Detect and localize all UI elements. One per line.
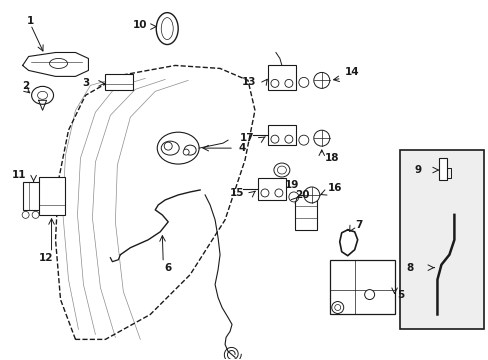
Bar [258,178,285,200]
Ellipse shape [313,72,329,88]
Text: 16: 16 [327,183,342,193]
Ellipse shape [273,163,289,177]
Ellipse shape [298,77,308,87]
Bar [399,150,483,329]
Circle shape [285,135,292,143]
Text: 6: 6 [164,263,171,273]
Circle shape [285,80,292,87]
Text: 8: 8 [406,263,413,273]
Ellipse shape [184,145,196,155]
Circle shape [183,149,189,155]
Bar [329,260,394,315]
Text: 19: 19 [285,180,299,190]
Ellipse shape [38,91,47,99]
Bar [267,125,295,145]
Text: 7: 7 [355,220,362,230]
Text: 9: 9 [414,165,421,175]
Ellipse shape [32,86,53,104]
Text: 1: 1 [27,15,34,26]
Circle shape [22,211,29,219]
Text: 14: 14 [344,67,359,77]
Text: 3: 3 [82,78,89,88]
Text: 15: 15 [229,188,244,198]
Circle shape [32,211,39,219]
Circle shape [274,189,283,197]
Polygon shape [22,53,88,76]
Bar [39,177,64,215]
Text: 2: 2 [22,81,29,91]
Text: 18: 18 [324,153,339,163]
Circle shape [364,289,374,300]
Ellipse shape [161,18,173,40]
Circle shape [334,305,340,310]
Circle shape [164,142,172,150]
Text: 11: 11 [11,170,26,180]
Text: 12: 12 [38,253,53,263]
Bar [267,66,295,90]
Ellipse shape [288,192,298,202]
Text: 20: 20 [294,190,309,200]
Text: 10: 10 [132,19,146,30]
Bar [105,75,133,90]
Ellipse shape [157,132,199,164]
Text: 13: 13 [242,77,256,87]
Circle shape [261,189,268,197]
Ellipse shape [298,135,308,145]
Circle shape [331,302,343,314]
Text: 5: 5 [397,289,404,300]
Ellipse shape [313,130,329,146]
Ellipse shape [277,166,286,174]
Ellipse shape [156,13,178,45]
Text: 4: 4 [238,143,245,153]
Circle shape [270,135,278,143]
Ellipse shape [161,141,179,155]
Bar [294,195,316,230]
Bar [22,182,44,210]
Circle shape [270,80,278,87]
Bar [439,158,447,180]
Text: 17: 17 [240,133,254,143]
Ellipse shape [303,187,319,203]
